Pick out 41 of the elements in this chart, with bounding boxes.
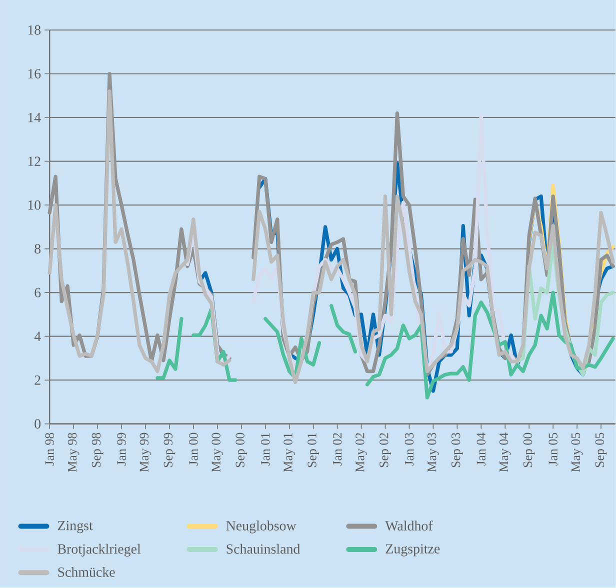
x-tick-label: May 02: [356, 433, 367, 472]
x-tick-label: May 01: [284, 433, 296, 472]
x-tick-label: Jan 04: [476, 432, 486, 466]
x-tick-label: Sep 05: [595, 432, 607, 468]
x-tick-label: May 98: [68, 432, 80, 472]
y-tick-label: 4: [34, 332, 41, 342]
x-tick-label: May 00: [212, 432, 224, 472]
x-tick-label: May 03: [427, 432, 439, 472]
x-tick-label: May 99: [140, 433, 152, 472]
x-tick-label: Sep 00: [523, 432, 535, 468]
x-tick-label: Jan 03: [404, 432, 414, 466]
legend-label: Waldhof: [385, 520, 433, 531]
x-tick-label: May 04: [499, 432, 511, 472]
legend-label: Schauinsland: [226, 544, 300, 554]
x-tick-label: May 05: [571, 432, 583, 472]
x-tick-label: Sep 98: [92, 432, 104, 468]
x-tick-label: Sep 02: [380, 433, 391, 468]
y-tick-label: 18: [28, 25, 41, 35]
y-tick-label: 6: [34, 288, 41, 298]
legend-label: Neuglobsow: [226, 520, 296, 534]
legend-label: Zingst: [58, 520, 93, 534]
y-tick-label: 14: [28, 112, 41, 122]
legend-label: Zugspitze: [386, 544, 440, 556]
y-tick-label: 12: [28, 156, 40, 166]
x-tick-label: Sep 03: [451, 432, 463, 468]
x-tick-label: Jan 02: [332, 433, 342, 466]
x-tick-label: Jan 01: [261, 433, 270, 466]
y-tick-label: 16: [28, 69, 41, 79]
legend-label: Schmücke: [58, 567, 115, 577]
x-tick-label: Jan 00: [189, 432, 198, 466]
x-tick-label: Sep 01: [308, 433, 319, 468]
y-tick-label: 0: [34, 419, 41, 429]
x-tick-label: Sep 00: [236, 432, 248, 468]
x-tick-label: Sep 99: [164, 433, 176, 468]
y-tick-label: 8: [34, 244, 41, 254]
y-tick-label: 2: [34, 376, 40, 385]
x-tick-label: Jan 98: [45, 432, 54, 466]
y-tick-label: 10: [28, 200, 41, 210]
x-tick-label: Jan 99: [117, 433, 126, 466]
legend-label: Brotjacklriegel: [58, 544, 141, 557]
x-tick-label: Jan 05: [548, 432, 558, 466]
